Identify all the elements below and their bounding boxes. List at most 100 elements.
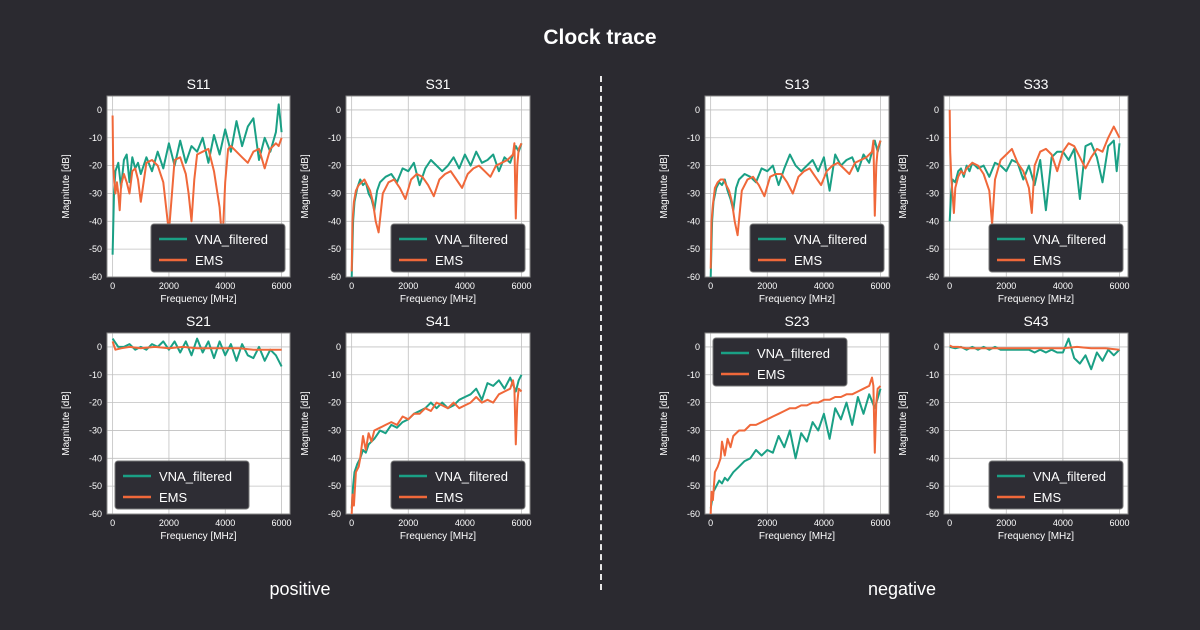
y-tick-label: -30 (926, 188, 939, 198)
legend: VNA_filtered EMS (390, 460, 526, 510)
x-tick-label: 0 (349, 281, 354, 291)
y-tick-label: -50 (926, 481, 939, 491)
chart-title: S33 (1024, 76, 1049, 92)
y-tick-label: -50 (89, 481, 102, 491)
chart-s21: 0 2000 4000 6000 0 -10 -20 -30 -40 -50 -60 S21 Frequ… (61, 313, 292, 542)
y-tick-label: 0 (695, 342, 700, 352)
series-line-vna-filtered (948, 139, 1121, 222)
y-tick-label: -30 (926, 425, 939, 435)
x-tick-label: 6000 (870, 281, 890, 291)
x-tick-label: 0 (110, 518, 115, 528)
legend-entry: EMS (159, 490, 188, 505)
x-tick-label: 4000 (455, 518, 475, 528)
x-tick-label: 2000 (996, 518, 1016, 528)
y-tick-label: -40 (926, 216, 939, 226)
x-tick-label: 6000 (511, 518, 531, 528)
legend-entry: VNA_filtered (159, 469, 232, 484)
series-line-ems (350, 142, 523, 272)
series-line-vna-filtered (350, 374, 523, 509)
y-tick-label: -30 (687, 188, 700, 198)
x-tick-label: 4000 (455, 281, 475, 291)
y-tick-label: -30 (89, 188, 102, 198)
x-axis-label: Frequency [MHz] (160, 531, 236, 542)
y-tick-label: -50 (926, 244, 939, 254)
x-tick-label: 4000 (1053, 281, 1073, 291)
y-tick-label: -20 (328, 398, 341, 408)
legend-entry: EMS (1033, 253, 1062, 268)
x-tick-label: 2000 (159, 518, 179, 528)
legend: VNA_filtered EMS (114, 460, 250, 510)
y-tick-label: -40 (89, 216, 102, 226)
x-axis-label: Frequency [MHz] (998, 531, 1074, 542)
legend-entry: EMS (195, 253, 224, 268)
page-title: Clock trace (543, 26, 657, 49)
y-tick-label: -30 (328, 188, 341, 198)
plot-border-s41 (345, 332, 531, 515)
legend-entry: VNA_filtered (435, 232, 508, 247)
y-tick-label: -10 (926, 133, 939, 143)
series-line-ems (709, 139, 882, 269)
legend: VNA_filtered EMS (749, 223, 885, 273)
x-axis-label: Frequency [MHz] (998, 294, 1074, 305)
legend-entry: VNA_filtered (195, 232, 268, 247)
y-axis-label: Magnitute [dB] (659, 154, 670, 219)
chart-title: S31 (426, 76, 451, 92)
plot-border-s11 (106, 95, 291, 278)
y-axis-label: Magnitute [dB] (898, 391, 909, 456)
x-tick-label: 4000 (215, 518, 235, 528)
plot-border-s43 (943, 332, 1129, 515)
chart-s33: 0 2000 4000 6000 0 -10 -20 -30 -40 -50 -60 S33 Frequ… (898, 76, 1130, 305)
series-line-ems (350, 379, 523, 514)
x-tick-label: 4000 (814, 518, 834, 528)
legend-entry: VNA_filtered (435, 469, 508, 484)
x-tick-label: 0 (708, 518, 713, 528)
x-axis-label: Frequency [MHz] (400, 294, 476, 305)
legend-entry: VNA_filtered (757, 346, 830, 361)
chart-title: S23 (785, 313, 810, 329)
y-tick-label: -60 (89, 509, 102, 519)
x-tick-label: 0 (110, 281, 115, 291)
y-tick-label: -10 (89, 370, 102, 380)
legend-entry: EMS (794, 253, 823, 268)
legend-entry: EMS (435, 253, 464, 268)
y-tick-label: 0 (336, 342, 341, 352)
legend-entry: VNA_filtered (1033, 469, 1106, 484)
x-axis-label: Frequency [MHz] (759, 294, 835, 305)
y-axis-label: Magnitute [dB] (300, 154, 311, 219)
positive-group-label: positive (269, 579, 331, 599)
y-tick-label: -60 (687, 272, 700, 282)
x-tick-label: 6000 (511, 281, 531, 291)
y-axis-label: Magnitute [dB] (61, 391, 72, 456)
series-line-ems (111, 341, 282, 351)
y-tick-label: -20 (89, 398, 102, 408)
legend-entry: EMS (1033, 490, 1062, 505)
y-tick-label: -40 (89, 453, 102, 463)
x-tick-label: 2000 (398, 281, 418, 291)
legend-entry: EMS (435, 490, 464, 505)
y-tick-label: -20 (926, 161, 939, 171)
x-axis-label: Frequency [MHz] (759, 531, 835, 542)
y-tick-label: -50 (89, 244, 102, 254)
y-tick-label: -30 (687, 425, 700, 435)
x-tick-label: 2000 (159, 281, 179, 291)
x-axis-label: Frequency [MHz] (400, 531, 476, 542)
y-tick-label: -50 (328, 244, 341, 254)
y-tick-label: -30 (328, 425, 341, 435)
group-divider (600, 76, 602, 590)
chart-s11: 0 2000 4000 6000 0 -10 -20 -30 -40 -50 -60 S11 Frequ… (61, 76, 292, 305)
series-line-vna-filtered (111, 103, 283, 255)
chart-title: S21 (186, 313, 211, 329)
y-axis-label: Magnitute [dB] (659, 391, 670, 456)
plot-border-s23 (704, 332, 890, 515)
chart-title: S43 (1024, 313, 1049, 329)
x-tick-label: 2000 (757, 518, 777, 528)
y-tick-label: -10 (89, 133, 102, 143)
y-tick-label: -20 (926, 398, 939, 408)
y-tick-label: -20 (328, 161, 341, 171)
x-tick-label: 2000 (757, 281, 777, 291)
legend: VNA_filtered EMS (988, 460, 1124, 510)
y-tick-label: -10 (687, 370, 700, 380)
y-tick-label: 0 (934, 105, 939, 115)
series-line-vna-filtered (111, 337, 283, 367)
y-tick-label: 0 (97, 342, 102, 352)
